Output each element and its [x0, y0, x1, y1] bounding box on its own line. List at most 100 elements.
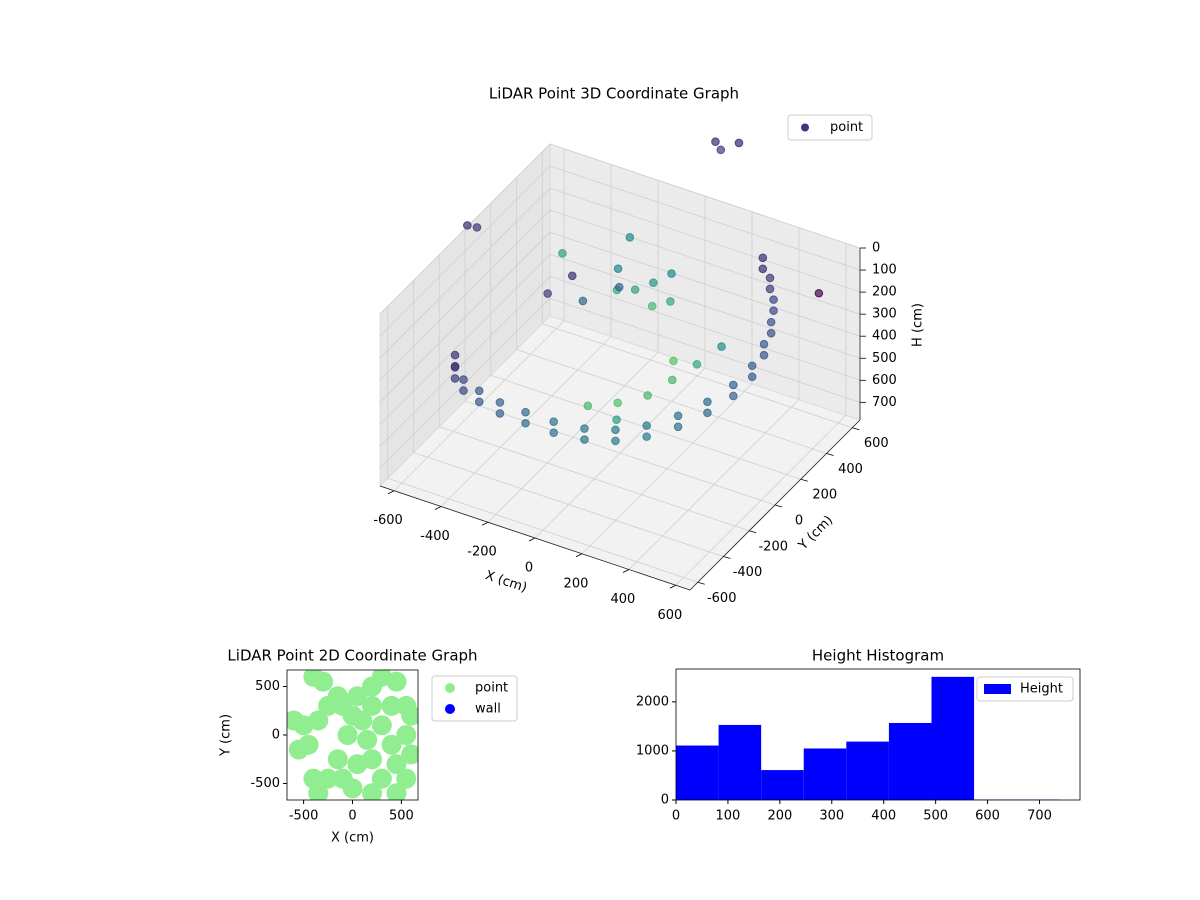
x-tick-label: 200 [767, 809, 792, 824]
z-tick-label: 100 [872, 263, 897, 278]
point [463, 221, 472, 230]
legend-box [976, 676, 1074, 702]
point [450, 374, 460, 383]
x-tick [669, 584, 677, 589]
point [625, 233, 635, 242]
legend-box [787, 114, 873, 141]
x-tick-label: 300 [819, 809, 844, 824]
point [643, 391, 652, 400]
point [549, 428, 559, 437]
x-tick-label: 500 [923, 809, 948, 824]
chart-title: Height Histogram [812, 647, 944, 665]
point [371, 715, 392, 736]
z-tick-label: 0 [872, 241, 880, 256]
y-tick-label: 400 [838, 462, 863, 477]
point [769, 306, 778, 315]
z-tick-label: 400 [872, 329, 897, 344]
point [337, 725, 358, 745]
point [396, 725, 417, 745]
point [521, 418, 530, 428]
grid-line [379, 276, 551, 447]
point [578, 296, 588, 306]
y-axis-label: Y (cm) [219, 714, 234, 757]
legend-swatch [984, 684, 1011, 694]
grid-line [549, 143, 861, 249]
point [386, 783, 407, 800]
point [381, 734, 402, 755]
y-tick [697, 581, 705, 585]
point [332, 768, 353, 789]
point [765, 284, 775, 294]
point [703, 408, 712, 418]
point [401, 705, 418, 726]
point [647, 301, 657, 311]
y-tick-label: 2000 [636, 694, 669, 709]
point [543, 289, 552, 298]
y-tick [852, 427, 860, 431]
bar [846, 741, 889, 800]
y-tick [749, 530, 757, 534]
chart-title: LiDAR Point 3D Coordinate Graph [489, 85, 739, 103]
grid-line [379, 165, 551, 337]
point [673, 422, 683, 432]
point [642, 432, 651, 441]
point [673, 411, 683, 421]
x-tick [481, 521, 489, 526]
point [521, 407, 530, 417]
x-tick-label: 500 [389, 809, 414, 824]
point [766, 328, 776, 338]
y-tick [723, 556, 731, 559]
legend-label: point [830, 120, 863, 135]
legend-label: point [475, 681, 508, 696]
point [495, 398, 505, 407]
point [766, 317, 776, 327]
point [288, 739, 309, 760]
point [386, 754, 407, 775]
point [371, 768, 392, 789]
point [667, 375, 677, 385]
x-tick-label: 400 [871, 809, 896, 824]
point [667, 269, 676, 278]
grid-line [379, 231, 551, 403]
point [362, 695, 383, 716]
x-tick-label: 700 [1027, 809, 1052, 824]
legend-marker [445, 704, 455, 714]
grid-line [439, 426, 750, 532]
y-axis-line [689, 419, 861, 591]
point [669, 356, 678, 366]
x-tick [387, 490, 395, 495]
x-tick-label: -200 [467, 545, 497, 560]
point [692, 360, 702, 369]
x-tick-label: 600 [975, 809, 1000, 824]
grid-line [549, 187, 861, 293]
x-tick-label: 600 [657, 608, 682, 623]
bar [718, 724, 762, 800]
x-tick [528, 537, 536, 542]
point [327, 749, 348, 770]
point [759, 339, 769, 349]
x-axis-label: X (cm) [331, 831, 374, 846]
point [613, 398, 623, 408]
y-tick [800, 478, 808, 482]
y-tick [826, 453, 834, 456]
x-tick [575, 553, 583, 558]
grid-line [549, 297, 861, 403]
point [549, 417, 559, 426]
bar [888, 722, 932, 800]
point [717, 342, 726, 351]
point [580, 424, 589, 433]
point [381, 695, 402, 716]
x-tick [622, 569, 630, 573]
z-tick-label: 600 [872, 373, 897, 388]
z-tick-label: 200 [872, 285, 897, 300]
legend-label: wall [475, 702, 501, 717]
point [567, 271, 577, 281]
grid-line [549, 275, 861, 381]
y-tick-label: 500 [255, 679, 280, 694]
x-tick [434, 506, 442, 510]
point [396, 768, 417, 789]
point [401, 744, 418, 765]
z-axis-label: H (cm) [911, 303, 926, 347]
legend-label: Height [1020, 682, 1063, 697]
